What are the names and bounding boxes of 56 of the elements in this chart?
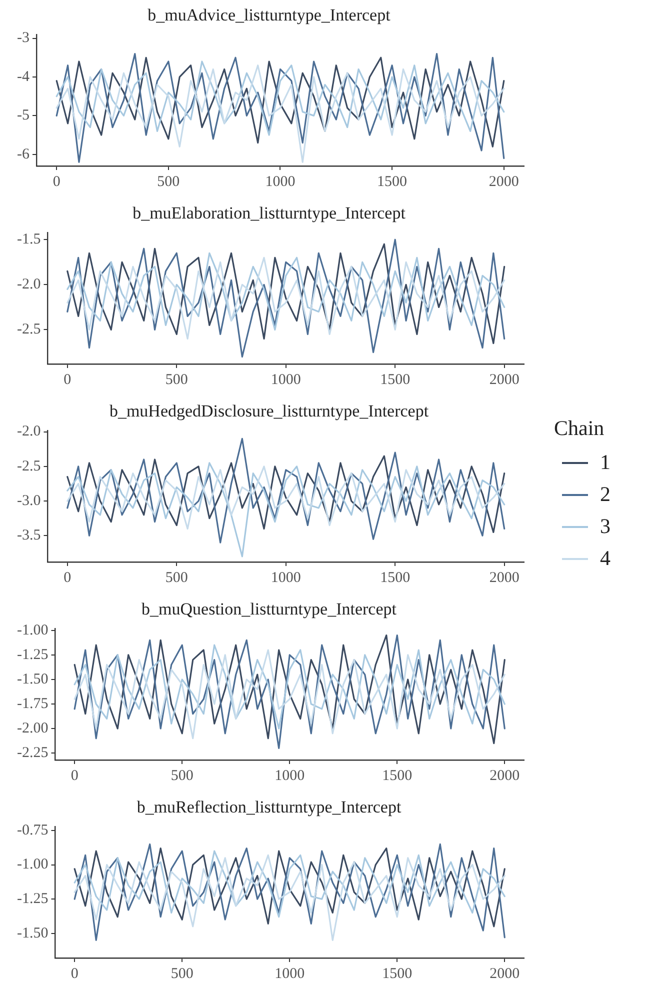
x-tick-label: 1000 (274, 966, 305, 982)
x-tick-label: 2000 (490, 966, 520, 982)
y-tick-label: -1.00 (16, 622, 48, 638)
x-tick-label: 1500 (382, 768, 412, 784)
legend-label: 3 (600, 514, 610, 539)
y-tick-label: -2.0 (16, 424, 41, 440)
y-tick-label: -3 (16, 30, 30, 46)
y-tick-label: -2.00 (16, 720, 48, 737)
x-tick-label: 1000 (274, 768, 305, 784)
chart-title: b_muElaboration_listturntype_Intercept (132, 204, 406, 223)
legend-title: Chain (554, 416, 606, 440)
x-tick-label: 2000 (489, 372, 520, 388)
x-tick-label: 2000 (489, 570, 520, 586)
y-tick-label: -1.50 (16, 671, 48, 688)
chart-title: b_muReflection_listturntype_Intercept (136, 798, 402, 817)
x-tick-label: 500 (170, 966, 194, 982)
y-tick-label: -6 (16, 146, 30, 162)
x-tick-label: 0 (52, 174, 60, 190)
y-tick-label: -0.75 (16, 822, 48, 838)
y-tick-label: -1.50 (16, 925, 48, 942)
chart-title: b_muQuestion_listturntype_Intercept (142, 600, 397, 619)
x-tick-label: 500 (170, 768, 194, 784)
y-tick-label: -4 (16, 68, 30, 85)
y-tick-label: -1.25 (16, 890, 48, 907)
y-tick-label: -3.0 (16, 492, 41, 509)
y-tick-label: -2.5 (16, 458, 41, 474)
y-tick-label: -5 (16, 108, 30, 124)
x-tick-label: 1500 (382, 966, 412, 982)
x-tick-label: 0 (70, 768, 78, 784)
legend-label: 4 (600, 546, 610, 571)
x-tick-label: 500 (165, 372, 188, 388)
x-tick-label: 500 (157, 174, 180, 190)
y-tick-label: -1.5 (16, 232, 41, 248)
y-tick-label: -2.5 (16, 322, 41, 338)
x-tick-label: 2000 (490, 768, 520, 784)
legend-label: 1 (600, 450, 610, 475)
x-tick-label: 1000 (265, 174, 296, 190)
x-tick-label: 1500 (380, 372, 410, 388)
x-tick-label: 1000 (270, 570, 301, 586)
y-tick-label: -1.75 (16, 696, 48, 712)
y-tick-label: -2.25 (16, 745, 48, 762)
x-tick-label: 1500 (377, 174, 408, 190)
chart-title: b_muHedgedDisclosure_listturntype_Intercept (109, 402, 429, 421)
y-tick-label: -1.00 (16, 856, 48, 873)
x-tick-label: 2000 (488, 174, 519, 190)
x-tick-label: 1500 (380, 570, 410, 586)
legend-label: 2 (600, 482, 610, 507)
y-tick-label: -1.25 (16, 646, 48, 663)
y-tick-label: -3.5 (16, 528, 41, 544)
x-tick-label: 1000 (270, 372, 301, 388)
x-tick-label: 0 (64, 372, 72, 388)
x-tick-label: 0 (70, 966, 78, 982)
y-tick-label: -2.0 (16, 276, 41, 293)
x-tick-label: 0 (64, 570, 72, 586)
x-tick-label: 500 (165, 570, 188, 586)
chart-title: b_muAdvice_listturntype_Intercept (148, 6, 391, 25)
